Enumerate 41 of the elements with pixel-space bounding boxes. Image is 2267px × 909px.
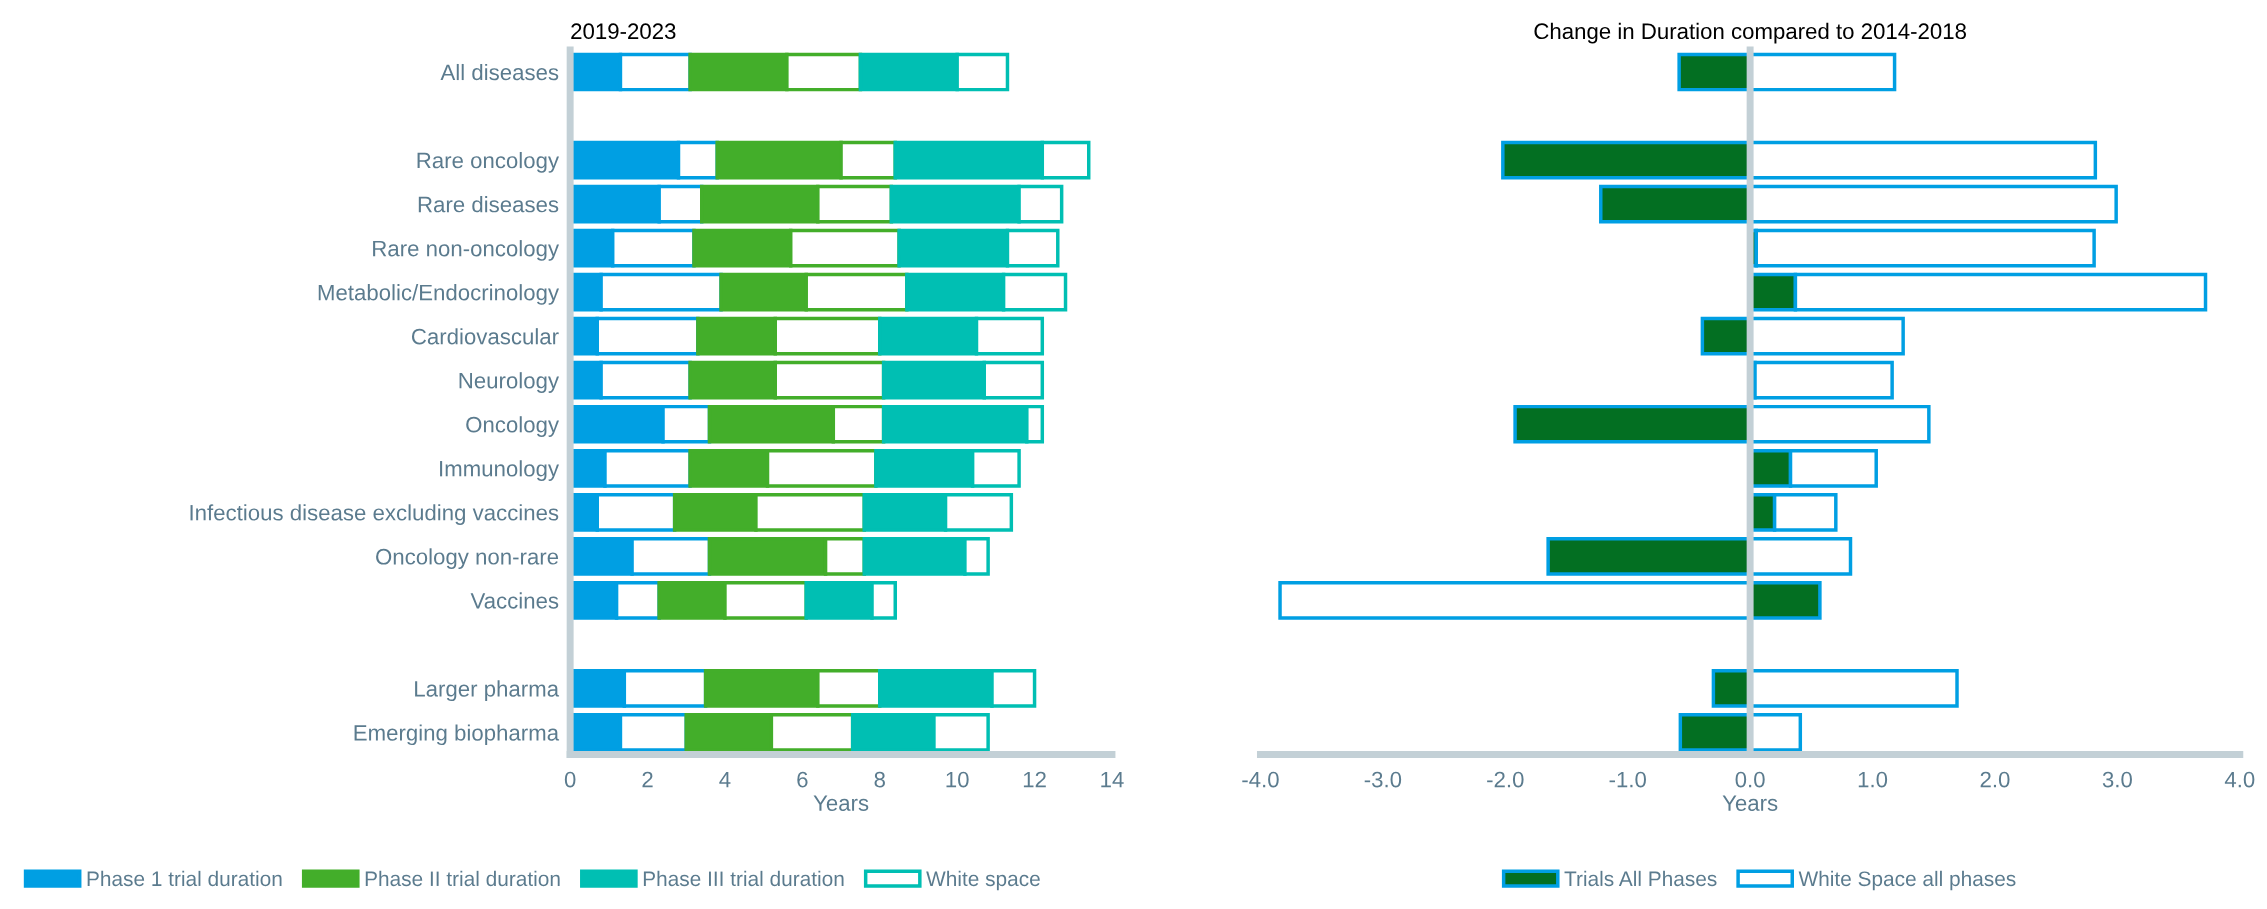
y-tick-label: Oncology — [466, 416, 559, 437]
y-tick-label: Metabolic/Endocrinology — [318, 284, 560, 305]
y-tick-label: Emerging biopharma — [354, 724, 560, 746]
chart-title: Change in Duration compared to 2014-2018 — [1534, 22, 1966, 44]
x-axis-title: Years — [813, 795, 869, 811]
x-tick-label: 4.0 — [2224, 771, 2255, 788]
x-tick-label: 3.0 — [2102, 771, 2132, 788]
x-tick-label: -2.0 — [1487, 771, 1524, 788]
y-tick-label: Immunology — [440, 460, 560, 481]
x-tick-label: 10 — [946, 771, 969, 788]
y-tick-label: Rare non-oncology — [373, 240, 560, 261]
legend-label: White space — [926, 870, 1040, 891]
y-tick-label: Oncology non-rare — [376, 548, 559, 569]
y-tick-label: All diseases — [440, 63, 559, 81]
legend-label: Phase II trial duration — [365, 870, 560, 887]
x-tick-label: 0.0 — [1735, 771, 1765, 788]
x-tick-label: -3.0 — [1364, 771, 1402, 788]
y-tick-label: Larger pharma — [415, 680, 560, 702]
x-tick-label: 2.0 — [1980, 771, 2010, 788]
y-tick-label: Cardiovascular — [411, 328, 559, 345]
x-tick-label: 6 — [797, 771, 808, 788]
legend-label: White Space all phases — [1798, 870, 2016, 891]
y-tick-label: Infectious disease excluding vaccines — [190, 504, 559, 525]
x-tick-label: -1.0 — [1609, 771, 1646, 788]
y-tick-label: Neurology — [459, 372, 559, 393]
x-tick-label: -4.0 — [1242, 771, 1279, 788]
x-tick-label: 4 — [719, 771, 731, 788]
chart-title: 2019-2023 — [571, 23, 676, 40]
x-tick-label: 0 — [564, 771, 576, 788]
legend-label: Phase 1 trial duration — [87, 870, 282, 887]
y-tick-label: Vaccines — [470, 592, 559, 609]
x-axis-title: Years — [1722, 795, 1778, 811]
y-tick-label: Rare diseases — [418, 196, 559, 213]
x-tick-label: 8 — [874, 771, 885, 788]
legend-label: Trials All Phases — [1564, 870, 1717, 887]
x-tick-label: 1.0 — [1858, 771, 1888, 788]
x-tick-label: 2 — [642, 771, 653, 788]
x-tick-label: 12 — [1023, 771, 1046, 788]
legend-label: Phase III trial duration — [643, 870, 844, 887]
y-tick-label: Rare oncology — [417, 152, 560, 173]
x-tick-label: 14 — [1101, 771, 1124, 788]
